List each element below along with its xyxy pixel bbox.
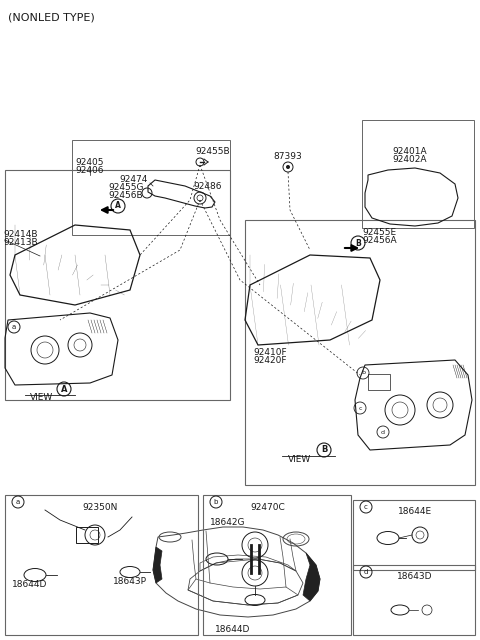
Text: 92470C: 92470C [251, 503, 286, 512]
Circle shape [286, 165, 290, 169]
Text: c: c [358, 406, 362, 410]
Text: B: B [355, 239, 361, 248]
Bar [5, 495, 198, 635]
Bar [353, 565, 475, 635]
Text: 18643P: 18643P [113, 577, 147, 586]
Text: 92405: 92405 [76, 158, 104, 167]
Text: 92402A: 92402A [392, 155, 427, 164]
Text: a: a [12, 324, 16, 330]
Text: 92455E: 92455E [362, 228, 396, 237]
Text: d: d [364, 569, 368, 575]
Text: 92413B: 92413B [3, 238, 37, 247]
Text: 92455B: 92455B [196, 147, 230, 156]
Text: 92420F: 92420F [253, 356, 287, 365]
Text: b: b [361, 371, 365, 376]
Text: A: A [115, 202, 121, 211]
Text: 18644D: 18644D [12, 580, 48, 589]
Bar [362, 120, 474, 228]
Bar [245, 220, 475, 485]
Polygon shape [303, 553, 320, 601]
Bar [76, 527, 98, 543]
Text: 92474: 92474 [120, 175, 148, 184]
Text: A: A [61, 385, 67, 394]
Bar [72, 140, 230, 235]
Bar [353, 500, 475, 570]
Text: 18644E: 18644E [398, 507, 432, 516]
Text: 18643D: 18643D [397, 572, 433, 581]
Bar [368, 374, 390, 390]
Text: c: c [364, 504, 368, 510]
Bar [203, 495, 351, 635]
Text: VIEW: VIEW [30, 393, 53, 402]
Bar [5, 170, 230, 400]
Text: 92350N: 92350N [82, 503, 118, 512]
Text: 92455G: 92455G [108, 183, 144, 192]
Text: (NONLED TYPE): (NONLED TYPE) [8, 12, 95, 22]
Text: 92410F: 92410F [253, 348, 287, 357]
Text: 92486: 92486 [194, 182, 222, 191]
Text: b: b [214, 499, 218, 505]
Text: 18644D: 18644D [216, 625, 251, 634]
Text: 92456A: 92456A [362, 236, 396, 245]
Text: 18642G: 18642G [210, 518, 245, 527]
Text: VIEW: VIEW [288, 455, 311, 464]
Text: B: B [321, 445, 327, 454]
Text: a: a [16, 499, 20, 505]
Polygon shape [153, 547, 162, 583]
Text: 87393: 87393 [274, 152, 302, 161]
Text: 92401A: 92401A [392, 147, 427, 156]
Text: 92456B: 92456B [108, 191, 143, 200]
Text: 92406: 92406 [76, 166, 104, 175]
Text: d: d [381, 429, 385, 435]
Text: 92414B: 92414B [3, 230, 37, 239]
